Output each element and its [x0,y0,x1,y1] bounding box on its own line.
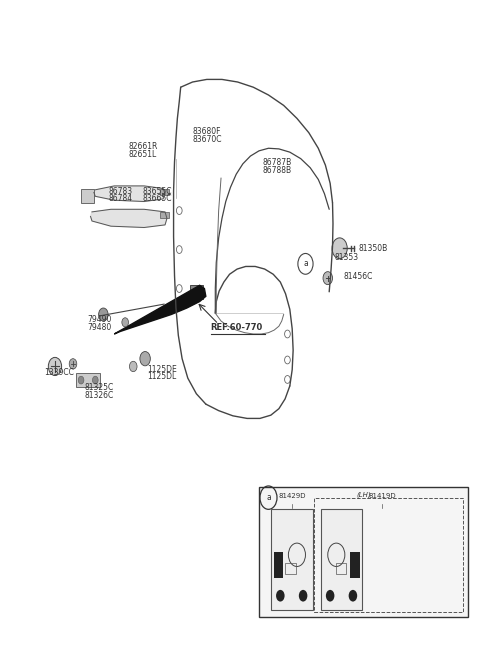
Text: 82651L: 82651L [129,150,157,159]
Circle shape [78,376,84,384]
Text: 79490: 79490 [87,315,112,324]
Text: 81326C: 81326C [84,390,114,400]
Circle shape [69,359,77,369]
Text: a: a [303,259,308,269]
Bar [274,552,283,578]
Text: 83670C: 83670C [192,135,222,143]
Circle shape [140,352,150,365]
Bar [321,510,362,610]
Circle shape [323,272,333,285]
Text: (LH): (LH) [356,492,371,498]
Text: 82661R: 82661R [129,142,158,151]
Circle shape [93,376,98,384]
Bar [259,487,468,616]
Bar [192,290,197,296]
Text: 1339CC: 1339CC [45,369,74,377]
Circle shape [348,590,357,601]
Text: 1125DE: 1125DE [147,365,177,373]
Bar [160,189,169,195]
Circle shape [276,590,285,601]
Text: 79480: 79480 [87,323,111,332]
Text: 86787B: 86787B [263,158,292,167]
Circle shape [130,362,137,371]
Circle shape [326,590,335,601]
Text: 81350B: 81350B [359,244,388,253]
Bar [190,285,204,299]
Polygon shape [94,186,165,202]
Text: 86788B: 86788B [263,166,292,175]
Bar [336,563,346,574]
Circle shape [122,318,129,327]
Text: 81353: 81353 [335,253,359,262]
Circle shape [48,358,61,375]
Text: 83665C: 83665C [143,195,172,204]
Bar [285,563,296,574]
Bar [160,212,169,218]
Circle shape [299,590,307,601]
Polygon shape [114,286,206,334]
Text: 81325C: 81325C [84,383,114,392]
Text: 86783: 86783 [108,187,132,196]
Text: 83680F: 83680F [192,127,221,136]
Text: 1125DL: 1125DL [147,372,177,381]
Text: 81456C: 81456C [343,272,373,282]
Polygon shape [91,210,167,227]
Text: 86784: 86784 [108,195,132,204]
Circle shape [98,308,108,321]
Text: 81419D: 81419D [369,493,396,499]
Bar [350,552,360,578]
Bar [313,498,463,612]
Text: 81429D: 81429D [278,493,306,499]
Bar [76,373,100,387]
Bar [81,189,95,203]
Text: REF.60-770: REF.60-770 [211,323,263,332]
Bar [271,510,312,610]
Circle shape [332,238,347,259]
Text: 83655C: 83655C [143,187,172,196]
Text: a: a [266,493,271,502]
